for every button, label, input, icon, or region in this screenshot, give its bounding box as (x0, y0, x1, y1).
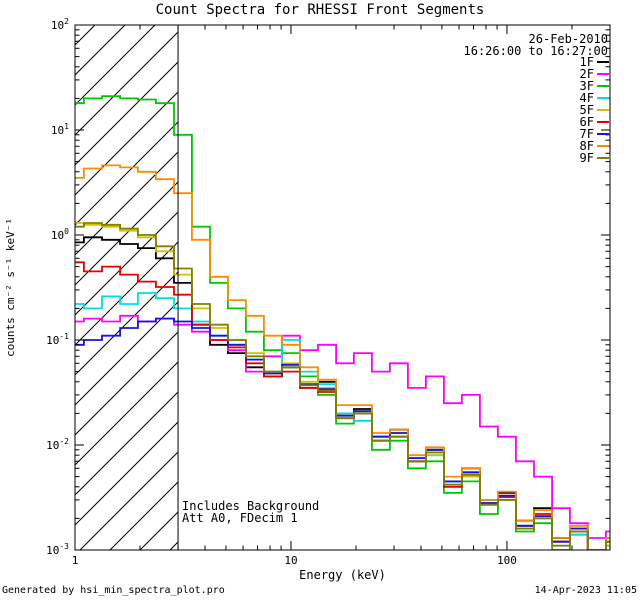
legend-label-9F: 9F (580, 151, 594, 165)
series-line-7F (75, 317, 610, 550)
svg-text:100: 100 (51, 227, 69, 242)
svg-text:10-2: 10-2 (46, 437, 69, 452)
time-range-annotation: 16:26:00 to 16:27:00 (463, 44, 609, 58)
svg-text:1: 1 (72, 554, 79, 567)
legend-label-5F: 5F (580, 103, 594, 117)
legend-label-4F: 4F (580, 91, 594, 105)
background-note: Includes Background (182, 499, 320, 513)
svg-text:101: 101 (51, 122, 69, 137)
series-lines (75, 95, 610, 550)
x-axis-label: Energy (keV) (299, 568, 386, 582)
plot-title: Count Spectra for RHESSI Front Segments (155, 2, 485, 18)
legend-label-1F: 1F (580, 55, 594, 69)
svg-text:10-1: 10-1 (46, 332, 69, 347)
footer-generator-note: Generated by hsi_min_spectra_plot.pro (2, 585, 225, 596)
observation-date-annotation: 26-Feb-2010 (528, 32, 608, 46)
y-tick-labels: 102 101 100 10-1 10-2 10-3 (46, 17, 69, 557)
footer-timestamp: 14-Apr-2023 11:05 (534, 585, 637, 596)
legend-label-2F: 2F (580, 67, 594, 81)
plot-frame (74, 24, 611, 551)
legend-label-8F: 8F (580, 139, 594, 153)
attenuator-note: Att A0, FDecim 1 (182, 511, 298, 525)
svg-text:100: 100 (497, 554, 517, 567)
legend-label-7F: 7F (580, 127, 594, 141)
svg-text:10-3: 10-3 (46, 542, 69, 557)
legend-label-6F: 6F (580, 115, 594, 129)
series-line-3F (75, 95, 610, 550)
legend-label-3F: 3F (580, 79, 594, 93)
y-axis-label: counts cm⁻² s⁻¹ keV⁻¹ (4, 217, 17, 358)
svg-text:102: 102 (51, 17, 69, 32)
svg-text:10: 10 (284, 554, 297, 567)
series-line-9F (75, 222, 610, 550)
axis-ticks (74, 24, 610, 551)
x-tick-labels: 1 10 100 (72, 554, 517, 567)
